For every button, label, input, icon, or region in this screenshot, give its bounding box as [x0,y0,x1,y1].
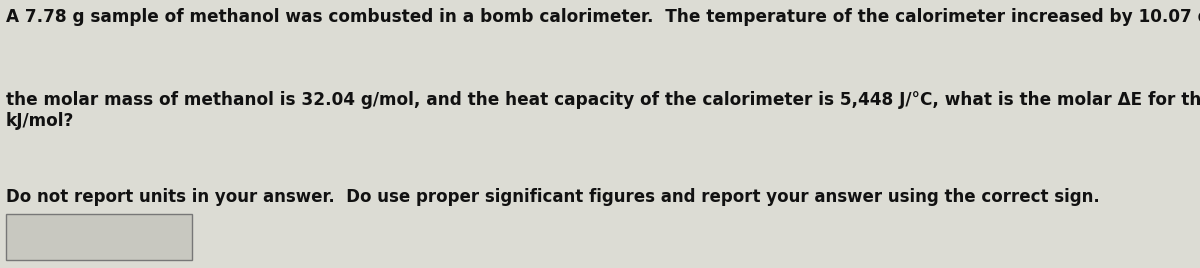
Text: Do not report units in your answer.  Do use proper significant figures and repor: Do not report units in your answer. Do u… [6,188,1099,206]
Text: A 7.78 g sample of methanol was combusted in a bomb calorimeter.  The temperatur: A 7.78 g sample of methanol was combuste… [6,8,1200,26]
Text: the molar mass of methanol is 32.04 g/mol, and the heat capacity of the calorime: the molar mass of methanol is 32.04 g/mo… [6,91,1200,130]
Bar [6,214,192,260]
